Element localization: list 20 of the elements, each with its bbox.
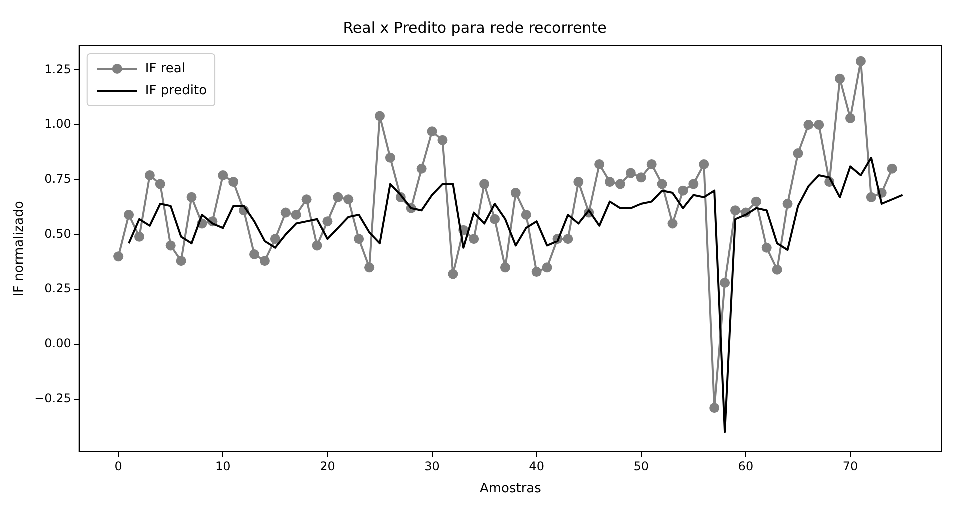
x-tick-label: 10 bbox=[216, 459, 231, 474]
legend-label: IF real bbox=[145, 61, 186, 76]
y-tick-label: 1.00 bbox=[44, 117, 72, 132]
x-tick-label: 0 bbox=[114, 459, 122, 474]
y-tick-label: 1.25 bbox=[44, 62, 72, 76]
y-tick-label: 0.00 bbox=[44, 336, 72, 351]
x-tick-label: 20 bbox=[320, 459, 336, 474]
x-tick-label: 70 bbox=[842, 459, 858, 474]
y-tick-label: −0.25 bbox=[34, 391, 72, 406]
legend-label: IF predito bbox=[145, 83, 208, 98]
y-axis-title: IF normalizado bbox=[12, 201, 28, 297]
chart-title: Real x Predito para rede recorrente bbox=[343, 18, 607, 37]
x-tick-label: 30 bbox=[424, 459, 440, 474]
y-tick-label: 0.50 bbox=[44, 226, 72, 241]
x-axis-title: Amostras bbox=[480, 482, 542, 497]
x-tick-label: 50 bbox=[634, 459, 650, 474]
y-tick-label: 0.75 bbox=[44, 172, 72, 186]
x-tick-label: 40 bbox=[529, 459, 544, 474]
y-tick-label: 0.25 bbox=[44, 282, 72, 296]
x-tick-label: 60 bbox=[738, 459, 754, 474]
